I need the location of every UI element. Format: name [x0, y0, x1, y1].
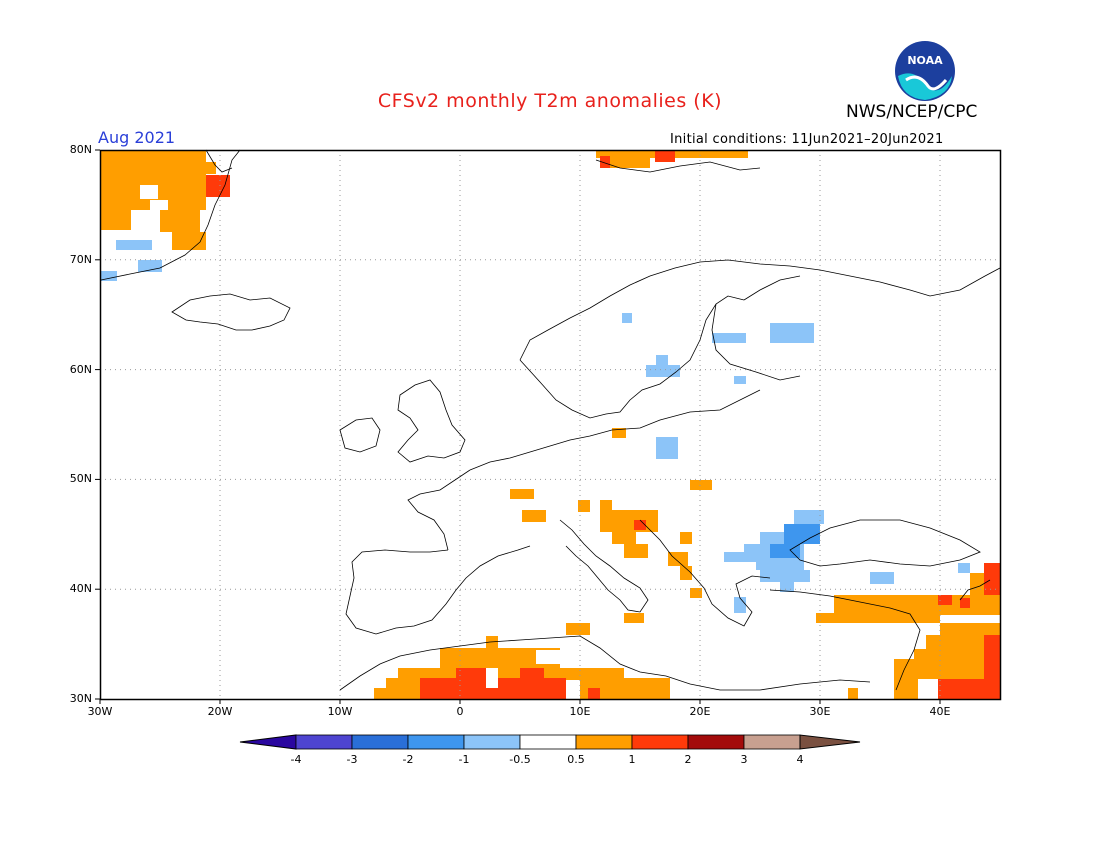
lon-label: 40E [929, 705, 951, 718]
colorbar-label: -3 [347, 753, 358, 766]
lat-label: 70N [69, 252, 92, 266]
logo-text: NOAA [907, 54, 943, 67]
colorbar-label: 4 [797, 753, 804, 766]
map-frame [99, 149, 1002, 701]
colorbar-label: 0.5 [567, 753, 585, 766]
forecast-period: Aug 2021 [98, 128, 176, 147]
lon-label: 30E [809, 705, 831, 718]
colorbar-swatch [575, 734, 633, 750]
colorbar-arrow-high [799, 734, 861, 750]
colorbar-swatch [463, 734, 521, 750]
colorbar-swatch [631, 734, 689, 750]
lat-label: 50N [69, 472, 92, 486]
initial-conditions: Initial conditions: 11Jun2021–20Jun2021 [670, 132, 944, 147]
organization-label: NWS/NCEP/CPC [846, 102, 978, 122]
lat-label: 40N [69, 582, 92, 596]
lat-label: 80N [69, 143, 92, 156]
colorbar-label: -2 [403, 753, 414, 766]
lon-label: 20W [207, 705, 233, 718]
noaa-logo: NOAA [895, 41, 955, 101]
lat-label: 60N [69, 362, 92, 376]
colorbar-label: 3 [741, 753, 748, 766]
coastlines [100, 149, 1001, 691]
lon-label: 10E [569, 705, 591, 718]
lon-label: 20E [689, 705, 711, 718]
colorbar-label: -4 [291, 753, 302, 766]
map-title: CFSv2 monthly T2m anomalies (K) [377, 90, 723, 112]
anomaly-cells [101, 150, 1000, 699]
colorbar-arrow-low [239, 734, 297, 750]
colorbar-swatch [407, 734, 465, 750]
color-legend: -4 -3 -2 -1 -0.5 0.5 1 2 3 4 [239, 734, 861, 766]
lon-label: 30W [87, 705, 113, 718]
lon-label: 10W [327, 705, 353, 718]
graticule [100, 150, 1000, 699]
colorbar-label: 2 [685, 753, 692, 766]
colorbar-label: -0.5 [509, 753, 530, 766]
lat-label: 30N [69, 692, 92, 705]
colorbar-label: -1 [459, 753, 470, 766]
colorbar-swatch [687, 734, 745, 750]
lon-label: 0 [456, 705, 464, 718]
colorbar-label: 1 [629, 753, 636, 766]
colorbar-swatch [351, 734, 409, 750]
colorbar-swatch [743, 734, 801, 750]
colorbar-swatch [295, 734, 353, 750]
colorbar-swatch [519, 734, 577, 750]
